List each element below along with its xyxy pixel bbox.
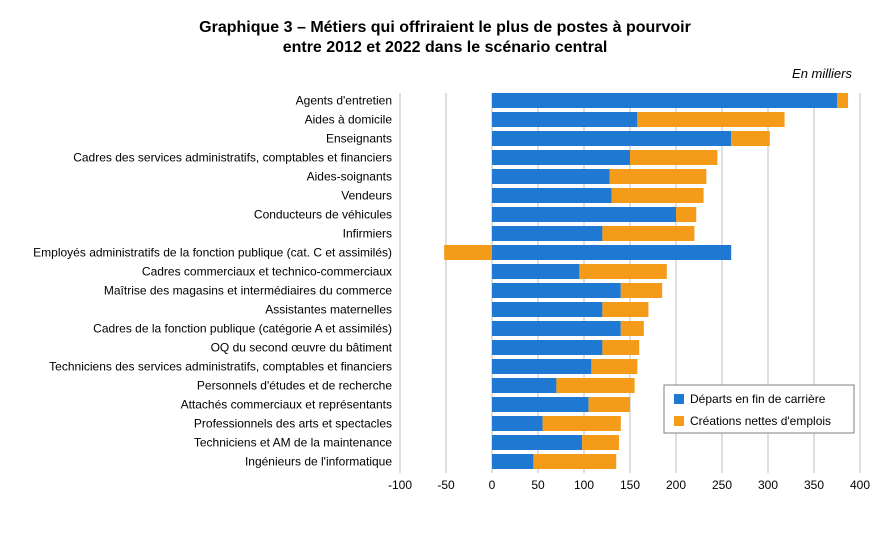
category-label: Professionnels des arts et spectacles bbox=[194, 417, 392, 431]
bar-departs bbox=[492, 454, 533, 469]
category-label: Attachés commerciaux et représentants bbox=[181, 398, 392, 412]
bar-departs bbox=[492, 416, 543, 431]
legend-label: Départs en fin de carrière bbox=[690, 392, 826, 406]
bar-creations bbox=[610, 169, 707, 184]
bar-departs bbox=[492, 321, 621, 336]
plot-svg: -100 -50 0 50 100 150 200 250 300 350 400 Agents d'… bbox=[20, 85, 870, 495]
category-label: Vendeurs bbox=[341, 189, 392, 203]
category-label: Conducteurs de véhicules bbox=[254, 208, 392, 222]
bar-creations bbox=[731, 131, 770, 146]
x-tick-label: 100 bbox=[574, 478, 594, 492]
bar-creations bbox=[556, 378, 634, 393]
legend-swatch bbox=[674, 416, 684, 426]
x-tick-label: 300 bbox=[758, 478, 778, 492]
bar-creations bbox=[533, 454, 616, 469]
bar-creations bbox=[630, 150, 717, 165]
category-label: Cadres de la fonction publique (catégori… bbox=[93, 322, 392, 336]
chart-container: Graphique 3 – Métiers qui offriraient le… bbox=[0, 0, 890, 557]
bar-departs bbox=[492, 435, 582, 450]
x-tick-label: -100 bbox=[388, 478, 412, 492]
x-tick-label: 50 bbox=[531, 478, 545, 492]
bar-creations bbox=[591, 359, 637, 374]
chart-title-line2: entre 2012 et 2022 dans le scénario cent… bbox=[283, 39, 608, 56]
bar-creations bbox=[621, 283, 662, 298]
x-tick-label: 0 bbox=[489, 478, 496, 492]
bar-departs bbox=[492, 150, 630, 165]
bar-departs bbox=[492, 302, 602, 317]
bar-departs bbox=[492, 264, 579, 279]
bar-departs bbox=[492, 283, 621, 298]
bar-departs bbox=[492, 112, 637, 127]
bar-creations bbox=[612, 188, 704, 203]
category-label: Employés administratifs de la fonction p… bbox=[33, 246, 392, 260]
bar-departs bbox=[492, 188, 612, 203]
legend: Départs en fin de carrière Créations nett… bbox=[664, 385, 854, 433]
bar-creations bbox=[602, 340, 639, 355]
bar-creations bbox=[621, 321, 644, 336]
x-tick-label: 350 bbox=[804, 478, 824, 492]
bar-departs bbox=[492, 245, 731, 260]
x-tick-label: 250 bbox=[712, 478, 732, 492]
category-label: Cadres commerciaux et technico-commercia… bbox=[142, 265, 392, 279]
category-label: Techniciens et AM de la maintenance bbox=[194, 436, 392, 450]
bar-creations bbox=[837, 93, 848, 108]
bar-departs bbox=[492, 378, 556, 393]
x-tick-label: -50 bbox=[437, 478, 455, 492]
bar-creations bbox=[582, 435, 619, 450]
category-label: Agents d'entretien bbox=[296, 94, 392, 108]
plot-area: -100 -50 0 50 100 150 200 250 300 350 400 Agents d'… bbox=[20, 85, 870, 500]
bar-departs bbox=[492, 359, 591, 374]
category-label: Personnels d'études et de recherche bbox=[197, 379, 392, 393]
bar-departs bbox=[492, 340, 602, 355]
bar-departs bbox=[492, 226, 602, 241]
category-label: Ingénieurs de l'informatique bbox=[245, 455, 392, 469]
bar-creations bbox=[543, 416, 621, 431]
category-label: Aides à domicile bbox=[305, 113, 393, 127]
category-label: Infirmiers bbox=[343, 227, 392, 241]
chart-title: Graphique 3 – Métiers qui offriraient le… bbox=[20, 18, 870, 58]
chart-subtitle: En milliers bbox=[20, 66, 870, 81]
legend-swatch bbox=[674, 394, 684, 404]
x-tick-label: 200 bbox=[666, 478, 686, 492]
x-tick-label: 400 bbox=[850, 478, 870, 492]
bar-departs bbox=[492, 93, 837, 108]
category-label: Maîtrise des magasins et intermédiaires … bbox=[104, 284, 392, 298]
x-tick-label: 150 bbox=[620, 478, 640, 492]
bar-creations bbox=[602, 226, 694, 241]
bar-departs bbox=[492, 169, 610, 184]
bar-creations bbox=[579, 264, 666, 279]
bar-departs bbox=[492, 207, 676, 222]
category-label: OQ du second œuvre du bâtiment bbox=[211, 341, 393, 355]
category-label: Enseignants bbox=[326, 132, 392, 146]
category-label: Cadres des services administratifs, comp… bbox=[73, 151, 392, 165]
bar-creations bbox=[637, 112, 784, 127]
bar-creations bbox=[444, 245, 492, 260]
bar-creations bbox=[589, 397, 630, 412]
bar-creations bbox=[676, 207, 696, 222]
category-label: Techniciens des services administratifs,… bbox=[49, 360, 392, 374]
chart-title-line1: Graphique 3 – Métiers qui offriraient le… bbox=[199, 19, 691, 36]
bar-departs bbox=[492, 397, 589, 412]
category-label: Assistantes maternelles bbox=[265, 303, 392, 317]
bar-departs bbox=[492, 131, 731, 146]
category-label: Aides-soignants bbox=[307, 170, 392, 184]
bar-creations bbox=[602, 302, 648, 317]
legend-label: Créations nettes d'emplois bbox=[690, 414, 831, 428]
